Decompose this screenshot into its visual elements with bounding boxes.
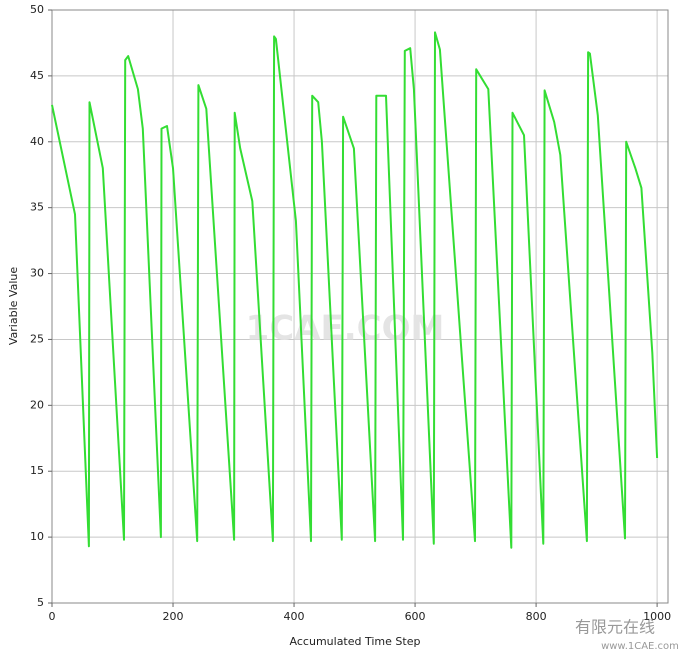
x-axis-label: Accumulated Time Step xyxy=(290,635,421,648)
y-tick-label: 20 xyxy=(30,398,44,411)
y-tick-label: 25 xyxy=(30,332,44,345)
y-tick-label: 45 xyxy=(30,69,44,82)
x-tick-label: 200 xyxy=(163,610,184,623)
y-tick-label: 5 xyxy=(37,596,44,609)
y-axis-label: Variable Value xyxy=(7,267,20,345)
x-tick-label: 400 xyxy=(284,610,305,623)
plot-frame xyxy=(51,9,669,604)
y-tick-label: 50 xyxy=(30,3,44,16)
corner-url: www.1CAE.com xyxy=(601,641,679,652)
y-tick-label: 10 xyxy=(30,530,44,543)
y-tick-label: 15 xyxy=(30,464,44,477)
y-tick-label: 35 xyxy=(30,201,44,214)
x-tick-label: 800 xyxy=(526,610,547,623)
y-tick-label: 40 xyxy=(30,135,44,148)
data-line xyxy=(51,31,659,549)
corner-text: 有限元在线 xyxy=(575,618,655,637)
x-tick-label: 0 xyxy=(49,610,56,623)
watermark: 1CAE.COM xyxy=(246,309,445,349)
x-tick-label: 600 xyxy=(405,610,426,623)
y-tick-label: 30 xyxy=(30,267,44,280)
x-tick-label: 1000 xyxy=(643,610,671,623)
